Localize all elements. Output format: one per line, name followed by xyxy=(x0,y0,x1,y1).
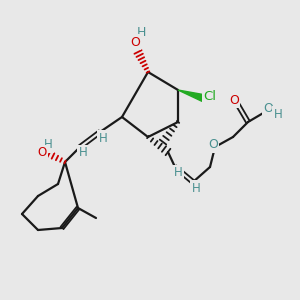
Text: H: H xyxy=(99,131,107,145)
Text: H: H xyxy=(192,182,200,194)
Text: H: H xyxy=(274,107,282,121)
Text: H: H xyxy=(174,167,182,179)
Text: O: O xyxy=(208,139,218,152)
Text: O: O xyxy=(263,101,273,115)
Text: H: H xyxy=(79,146,87,160)
Text: H: H xyxy=(44,139,52,152)
Text: H: H xyxy=(136,26,146,38)
Polygon shape xyxy=(178,90,204,101)
Text: O: O xyxy=(229,94,239,106)
Text: Cl: Cl xyxy=(203,91,217,103)
Text: O: O xyxy=(38,146,46,160)
Text: O: O xyxy=(130,35,140,49)
